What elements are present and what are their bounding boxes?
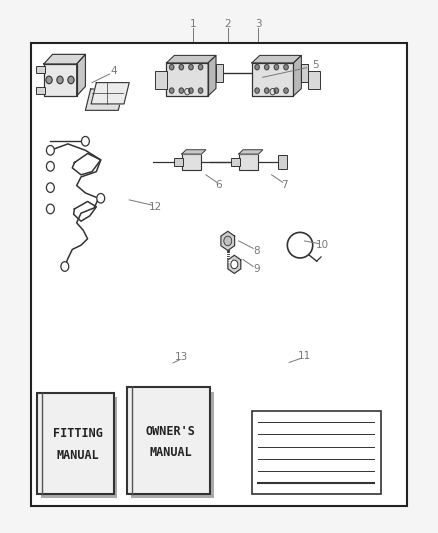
Text: 1: 1 xyxy=(189,19,196,29)
FancyBboxPatch shape xyxy=(182,154,201,170)
Circle shape xyxy=(179,88,184,93)
Text: MANUAL: MANUAL xyxy=(149,446,192,459)
Polygon shape xyxy=(228,255,241,273)
Circle shape xyxy=(284,88,288,93)
FancyBboxPatch shape xyxy=(231,158,240,166)
Circle shape xyxy=(61,262,69,271)
Polygon shape xyxy=(221,231,235,251)
Text: OWNER'S: OWNER'S xyxy=(146,425,196,438)
Text: 3: 3 xyxy=(255,19,262,29)
FancyBboxPatch shape xyxy=(37,393,114,494)
Circle shape xyxy=(57,76,63,84)
Circle shape xyxy=(224,236,232,246)
Circle shape xyxy=(198,64,203,70)
Polygon shape xyxy=(166,55,216,63)
Circle shape xyxy=(198,88,203,93)
FancyBboxPatch shape xyxy=(252,63,293,96)
FancyBboxPatch shape xyxy=(174,158,183,166)
Circle shape xyxy=(170,64,174,70)
Text: 8: 8 xyxy=(253,246,260,255)
Circle shape xyxy=(81,136,89,146)
Circle shape xyxy=(46,183,54,192)
Text: MANUAL: MANUAL xyxy=(57,449,99,462)
Text: 12: 12 xyxy=(149,202,162,212)
Text: 4: 4 xyxy=(110,67,117,76)
Text: 9: 9 xyxy=(253,264,260,274)
FancyBboxPatch shape xyxy=(131,392,214,498)
Circle shape xyxy=(46,204,54,214)
Polygon shape xyxy=(85,89,124,110)
FancyBboxPatch shape xyxy=(216,64,223,82)
Circle shape xyxy=(231,260,238,269)
Circle shape xyxy=(46,146,54,155)
Circle shape xyxy=(265,88,269,93)
Text: 5: 5 xyxy=(312,60,319,70)
FancyBboxPatch shape xyxy=(36,87,45,94)
Text: 11: 11 xyxy=(298,351,311,360)
FancyBboxPatch shape xyxy=(308,71,320,90)
Polygon shape xyxy=(44,54,85,64)
Circle shape xyxy=(179,64,184,70)
Circle shape xyxy=(189,88,193,93)
Circle shape xyxy=(284,64,288,70)
Circle shape xyxy=(46,76,52,84)
FancyBboxPatch shape xyxy=(239,154,258,170)
Text: 6: 6 xyxy=(215,181,223,190)
Circle shape xyxy=(170,88,174,93)
Circle shape xyxy=(68,76,74,84)
Circle shape xyxy=(274,64,279,70)
Polygon shape xyxy=(208,55,216,96)
Circle shape xyxy=(255,88,259,93)
Text: FITTING: FITTING xyxy=(53,427,102,440)
Circle shape xyxy=(265,64,269,70)
Circle shape xyxy=(97,193,105,203)
FancyBboxPatch shape xyxy=(155,71,167,90)
FancyBboxPatch shape xyxy=(278,155,287,169)
FancyBboxPatch shape xyxy=(301,64,308,82)
Circle shape xyxy=(46,161,54,171)
Text: 13: 13 xyxy=(175,352,188,362)
Text: 10: 10 xyxy=(315,240,328,250)
FancyBboxPatch shape xyxy=(44,64,77,96)
Circle shape xyxy=(274,88,279,93)
Polygon shape xyxy=(77,54,85,96)
FancyBboxPatch shape xyxy=(127,387,210,494)
FancyBboxPatch shape xyxy=(36,66,45,73)
Polygon shape xyxy=(293,55,301,96)
FancyBboxPatch shape xyxy=(166,63,208,96)
Polygon shape xyxy=(182,150,206,154)
FancyBboxPatch shape xyxy=(252,411,381,494)
Text: 2: 2 xyxy=(224,19,231,29)
Circle shape xyxy=(255,64,259,70)
Text: 7: 7 xyxy=(281,181,288,190)
Polygon shape xyxy=(91,83,129,104)
Polygon shape xyxy=(239,150,263,154)
Circle shape xyxy=(189,64,193,70)
Polygon shape xyxy=(252,55,301,63)
FancyBboxPatch shape xyxy=(31,43,407,506)
FancyBboxPatch shape xyxy=(41,397,117,498)
